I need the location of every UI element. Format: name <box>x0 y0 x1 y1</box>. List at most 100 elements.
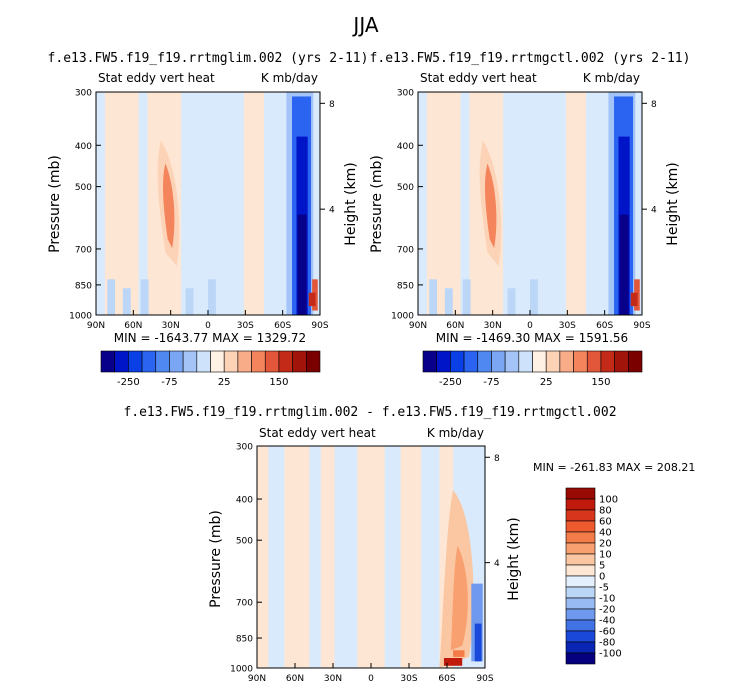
panel-1-units: K mb/day <box>261 71 318 85</box>
panel-3-ytick-label: 400 <box>236 496 253 506</box>
panel-2-colorbar: -250 -75 25 150 <box>422 350 643 388</box>
panel-3-colorbar-swatch <box>565 619 596 632</box>
panel-3-colorbar-label: -60 <box>599 627 615 638</box>
panel-3-colorbar-swatch <box>565 630 596 643</box>
panel-2-height-tick-label: 8 <box>651 100 657 110</box>
panel-2-ytick-label: 500 <box>397 183 414 193</box>
panel-3-xtick-label: 60S <box>438 674 455 684</box>
panel-3-colorbar-label: 5 <box>599 561 605 572</box>
panel-3-ytick-label: 1000 <box>230 665 253 675</box>
panel-2-colorbar-swatch <box>600 350 615 373</box>
panel-1-xtick-label: 90S <box>311 321 328 331</box>
panel-1-colorbar-swatch <box>196 350 211 373</box>
panel-3-colorbar-label: -5 <box>599 583 609 594</box>
panel-3-colorbar-swatch <box>565 641 596 654</box>
panel-2-colorbar-swatch <box>586 350 602 373</box>
panel-1-ytick-label: 1000 <box>69 312 92 322</box>
panel-2-colorbar-swatch <box>628 350 643 373</box>
panel-1-colorbar-swatch <box>155 350 170 373</box>
panel-1-xtick-label: 30N <box>162 321 180 331</box>
panel-2-stats: MIN = -1469.30 MAX = 1591.56 <box>436 331 628 345</box>
panel-3-colorbar-label: 40 <box>599 528 612 539</box>
panel-1-ylabel: Pressure (mb) <box>47 155 63 253</box>
panel-2-colorbar-swatch <box>573 350 588 373</box>
panel-3-colorbar-label: 100 <box>599 495 618 506</box>
panel-1-plot: 90N 60N 30N 0 30S 60S 90S 300 400 500 700 850 1000 8 4 <box>69 89 335 332</box>
panel-2-colorbar-swatch <box>491 350 506 373</box>
panel-1-height-tick-label: 4 <box>329 206 335 216</box>
panel-3-ytick-label: 850 <box>236 635 253 645</box>
panel-1-colorbar-swatch <box>278 350 293 373</box>
panel-1-colorbar-swatch <box>141 350 157 373</box>
panel-2-units: K mb/day <box>583 71 640 85</box>
panel-1-colorbar: -250 -75 25 150 <box>100 350 321 388</box>
panel-3-ytick-label: 300 <box>236 443 253 453</box>
panel-3-colorbar-swatch <box>565 542 596 555</box>
panel-3-xtick-label: 0 <box>368 674 374 684</box>
panel-2-colorbar-swatch <box>463 350 479 373</box>
panel-1-colorbar-label: 150 <box>269 377 288 388</box>
panel-2-colorbar-label: -250 <box>439 377 462 388</box>
panel-1-ytick-label: 300 <box>75 89 92 99</box>
panel-3-ylabel: Pressure (mb) <box>208 510 224 608</box>
panel-3-height-tick-label: 8 <box>494 454 500 464</box>
panel-2-xtick-label: 90S <box>633 321 650 331</box>
panel-3-colorbar-swatch <box>565 520 596 533</box>
panel-1-colorbar-swatch <box>182 350 198 373</box>
panel-3-colorbar-label: -20 <box>599 605 615 616</box>
panel-2-xtick-label: 60N <box>446 321 464 331</box>
panel-2-plot: 90N 60N 30N 0 30S 60S 90S 300 400 500 700 850 1000 8 4 <box>391 89 657 332</box>
panel-1-xtick-label: 0 <box>205 321 211 331</box>
panel-1-xtick-label: 30S <box>237 321 254 331</box>
panel-2-height-tick-label: 4 <box>651 206 657 216</box>
panel-2-ytick-label: 300 <box>397 89 414 99</box>
panel-3-ytick-label: 700 <box>236 599 253 609</box>
panel-3-colorbar-label: 0 <box>599 572 605 583</box>
panel-2-xtick-label: 0 <box>527 321 533 331</box>
panel-1-height-label: Height (km) <box>343 162 359 245</box>
panel-3-colorbar-swatch <box>565 553 596 566</box>
panel-3-colorbar-label: 10 <box>599 550 612 561</box>
panel-1-colorbar-label: -75 <box>161 377 177 388</box>
panel-1-colorbar-swatch <box>114 350 129 373</box>
panel-1-variable: Stat eddy vert heat <box>98 71 215 85</box>
panel-2-title: f.e13.FW5.f19_f19.rrtmgctl.002 (yrs 2-11… <box>370 51 691 66</box>
panel-3-ytick-label: 500 <box>236 537 253 547</box>
panel-1-xtick-label: 60N <box>124 321 142 331</box>
panel-3-colorbar-label: -10 <box>599 594 615 605</box>
panel-3-xtick-label: 30S <box>400 674 417 684</box>
panel-3-colorbar-label: -80 <box>599 638 615 649</box>
panel-1-colorbar-swatch <box>210 350 225 373</box>
panel-1-colorbar-label: -250 <box>117 377 140 388</box>
panel-2-variable: Stat eddy vert heat <box>420 71 537 85</box>
panel-3-colorbar-swatch <box>565 564 596 577</box>
panel-3-colorbar-swatch <box>565 608 596 621</box>
panel-1-colorbar-swatch <box>223 350 239 373</box>
panel-1-colorbar-swatch <box>251 350 266 373</box>
panel-1-colorbar-label: 25 <box>218 377 231 388</box>
panel-2-xtick-label: 30S <box>559 321 576 331</box>
panel-2-xtick-label: 30N <box>484 321 502 331</box>
panel-1-title: f.e13.FW5.f19_f19.rrtmglim.002 (yrs 2-11… <box>48 51 369 66</box>
panel-2-colorbar-swatch <box>422 350 437 373</box>
panel-1-height-tick-label: 8 <box>329 100 335 110</box>
panel-3-title: f.e13.FW5.f19_f19.rrtmglim.002 - f.e13.F… <box>123 405 616 420</box>
panel-3-height-label: Height (km) <box>506 517 522 600</box>
panel-2-colorbar-swatch <box>559 350 574 373</box>
panel-1-ytick-label: 500 <box>75 183 92 193</box>
panel-1-colorbar-swatch <box>237 350 252 373</box>
panel-2: f.e13.FW5.f19_f19.rrtmgctl.002 (yrs 2-11… <box>369 51 690 388</box>
panel-3-xtick-label: 30N <box>324 674 342 684</box>
panel-1-colorbar-swatch <box>169 350 184 373</box>
panel-2-colorbar-label: 150 <box>591 377 610 388</box>
panel-3-colorbar-label: -40 <box>599 616 615 627</box>
panel-2-colorbar-swatch <box>477 350 492 373</box>
page-title: JJA <box>351 13 378 37</box>
panel-2-ytick-label: 400 <box>397 142 414 152</box>
panel-2-ytick-label: 700 <box>397 245 414 255</box>
panel-3-colorbar-swatch <box>565 509 596 522</box>
panel-2-colorbar-swatch <box>450 350 465 373</box>
panel-3-colorbar-swatch <box>565 498 596 511</box>
panel-3-colorbar-label: 20 <box>599 539 612 550</box>
